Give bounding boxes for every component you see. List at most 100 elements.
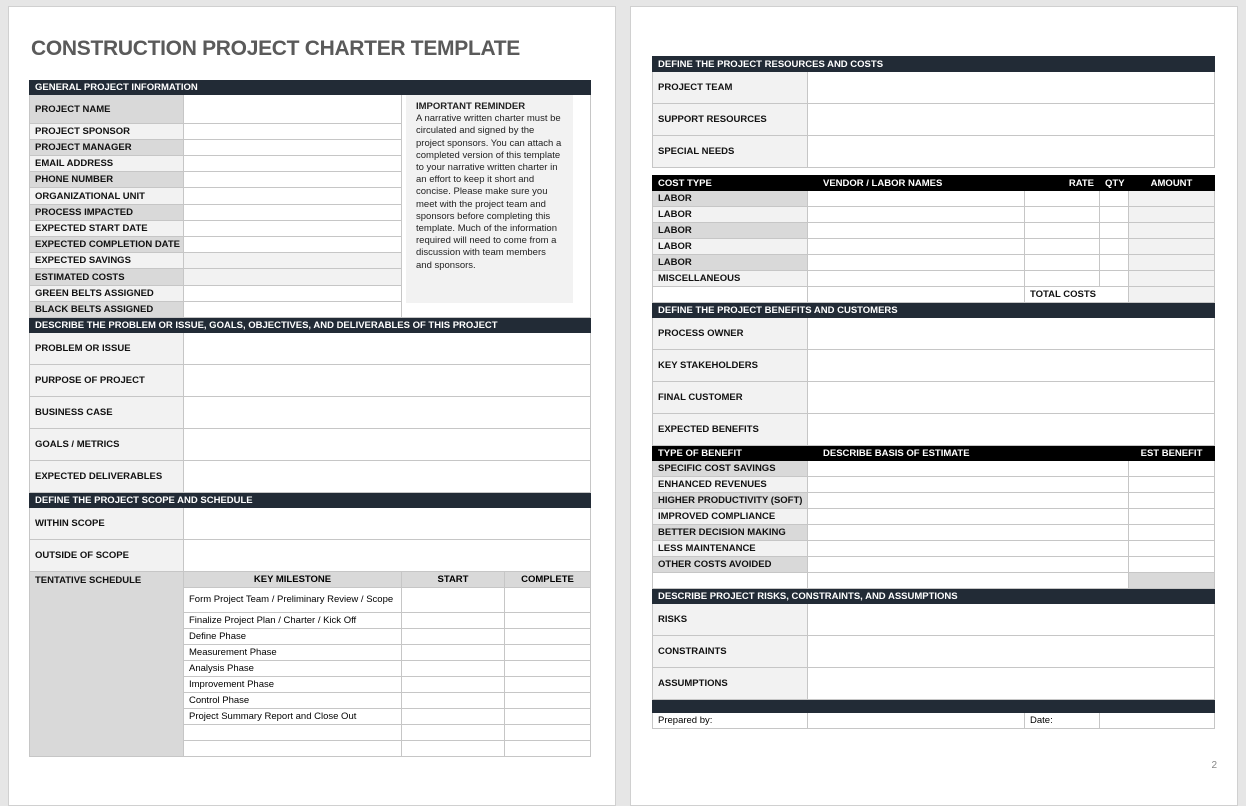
est-benefit[interactable]: [1127, 540, 1216, 557]
rate[interactable]: [1024, 206, 1100, 223]
start-date[interactable]: [401, 587, 505, 613]
table-row: BLACK BELTS ASSIGNED: [29, 301, 591, 318]
field-label: SUPPORT RESOURCES: [652, 103, 808, 136]
rate[interactable]: [1024, 254, 1100, 271]
field-value[interactable]: [183, 252, 402, 269]
field-value[interactable]: [806, 317, 1216, 350]
field-value[interactable]: [183, 236, 402, 253]
qty[interactable]: [1099, 206, 1129, 223]
field-value[interactable]: [183, 507, 591, 540]
field-value[interactable]: [806, 413, 1216, 446]
start-date[interactable]: [401, 628, 505, 645]
field-value[interactable]: [183, 139, 402, 156]
field-value[interactable]: [183, 285, 402, 302]
total-costs-label: TOTAL COSTS: [1024, 286, 1129, 303]
rate[interactable]: [1024, 238, 1100, 255]
field-value[interactable]: [183, 396, 591, 429]
qty[interactable]: [1099, 270, 1129, 287]
field-value[interactable]: [183, 171, 402, 188]
est-benefit[interactable]: [1127, 492, 1216, 509]
field-value[interactable]: [183, 220, 402, 237]
qty[interactable]: [1099, 238, 1129, 255]
field-value[interactable]: [183, 123, 402, 140]
field-label: EXPECTED COMPLETION DATE: [29, 236, 184, 253]
complete-date[interactable]: [504, 676, 591, 693]
start-date[interactable]: [401, 708, 505, 725]
field-value[interactable]: [806, 381, 1216, 414]
field-value[interactable]: [806, 103, 1216, 136]
field-value[interactable]: [806, 349, 1216, 382]
field-label: PROJECT NAME: [29, 94, 184, 124]
vendor-name[interactable]: [807, 206, 1025, 223]
est-benefit[interactable]: [1127, 476, 1216, 493]
cost-type: LABOR: [652, 254, 808, 271]
table-row: TYPE OF BENEFIT DESCRIBE BASIS OF ESTIMAT…: [652, 445, 1216, 461]
vendor-name[interactable]: [807, 190, 1025, 207]
complete-date[interactable]: [504, 724, 591, 741]
field-value[interactable]: [183, 539, 591, 572]
start-date[interactable]: [401, 724, 505, 741]
field-value[interactable]: [806, 635, 1216, 668]
start-date[interactable]: [401, 692, 505, 709]
complete-date[interactable]: [504, 644, 591, 661]
basis-of-estimate[interactable]: [807, 556, 1129, 573]
est-benefit[interactable]: [1127, 524, 1216, 541]
start-date[interactable]: [401, 740, 505, 757]
complete-date[interactable]: [504, 587, 591, 613]
vendor-name[interactable]: [807, 270, 1025, 287]
vendor-name[interactable]: [807, 238, 1025, 255]
table-row: PROJECT TEAM: [652, 71, 1216, 104]
complete-date[interactable]: [504, 692, 591, 709]
rate[interactable]: [1024, 222, 1100, 239]
field-value[interactable]: [183, 364, 591, 397]
complete-date[interactable]: [504, 708, 591, 725]
start-date[interactable]: [401, 676, 505, 693]
table-row: IMPROVED COMPLIANCE: [652, 508, 1216, 525]
vendor-name[interactable]: [807, 254, 1025, 271]
start-date[interactable]: [401, 612, 505, 629]
start-date[interactable]: [401, 644, 505, 661]
field-value[interactable]: [183, 332, 591, 365]
benefit-total: [1127, 572, 1216, 589]
est-benefit[interactable]: [1127, 460, 1216, 477]
table-row: ENHANCED REVENUES: [652, 476, 1216, 493]
benefit-type: SPECIFIC COST SAVINGS: [652, 460, 808, 477]
complete-date[interactable]: [504, 660, 591, 677]
field-value[interactable]: [806, 667, 1216, 700]
complete-date[interactable]: [504, 740, 591, 757]
table-row: LABOR: [652, 222, 1216, 239]
basis-of-estimate[interactable]: [807, 508, 1129, 525]
complete-date[interactable]: [504, 628, 591, 645]
qty[interactable]: [1099, 254, 1129, 271]
field-value[interactable]: [806, 71, 1216, 104]
prepared-by-field[interactable]: [807, 712, 1025, 729]
qty[interactable]: [1099, 222, 1129, 239]
est-benefit[interactable]: [1127, 508, 1216, 525]
basis-of-estimate[interactable]: [807, 460, 1129, 477]
field-value[interactable]: [183, 460, 591, 493]
rate[interactable]: [1024, 270, 1100, 287]
est-benefit[interactable]: [1127, 556, 1216, 573]
start-date[interactable]: [401, 660, 505, 677]
field-value[interactable]: [183, 94, 402, 124]
table-row: LABOR: [652, 254, 1216, 271]
field-value[interactable]: [806, 135, 1216, 168]
vendor-name[interactable]: [807, 222, 1025, 239]
field-value[interactable]: [183, 204, 402, 221]
field-value[interactable]: [806, 603, 1216, 636]
basis-of-estimate[interactable]: [807, 492, 1129, 509]
rate[interactable]: [1024, 190, 1100, 207]
complete-date[interactable]: [504, 612, 591, 629]
qty[interactable]: [1099, 190, 1129, 207]
basis-of-estimate[interactable]: [807, 524, 1129, 541]
field-value[interactable]: [183, 155, 402, 172]
field-value[interactable]: [183, 268, 402, 286]
field-value[interactable]: [183, 428, 591, 461]
basis-of-estimate[interactable]: [807, 540, 1129, 557]
date-field[interactable]: [1098, 712, 1216, 729]
field-value[interactable]: [183, 301, 402, 318]
amount: [1127, 222, 1216, 239]
field-value[interactable]: [183, 187, 402, 205]
table-row: CONSTRAINTS: [652, 635, 1216, 668]
basis-of-estimate[interactable]: [807, 476, 1129, 493]
